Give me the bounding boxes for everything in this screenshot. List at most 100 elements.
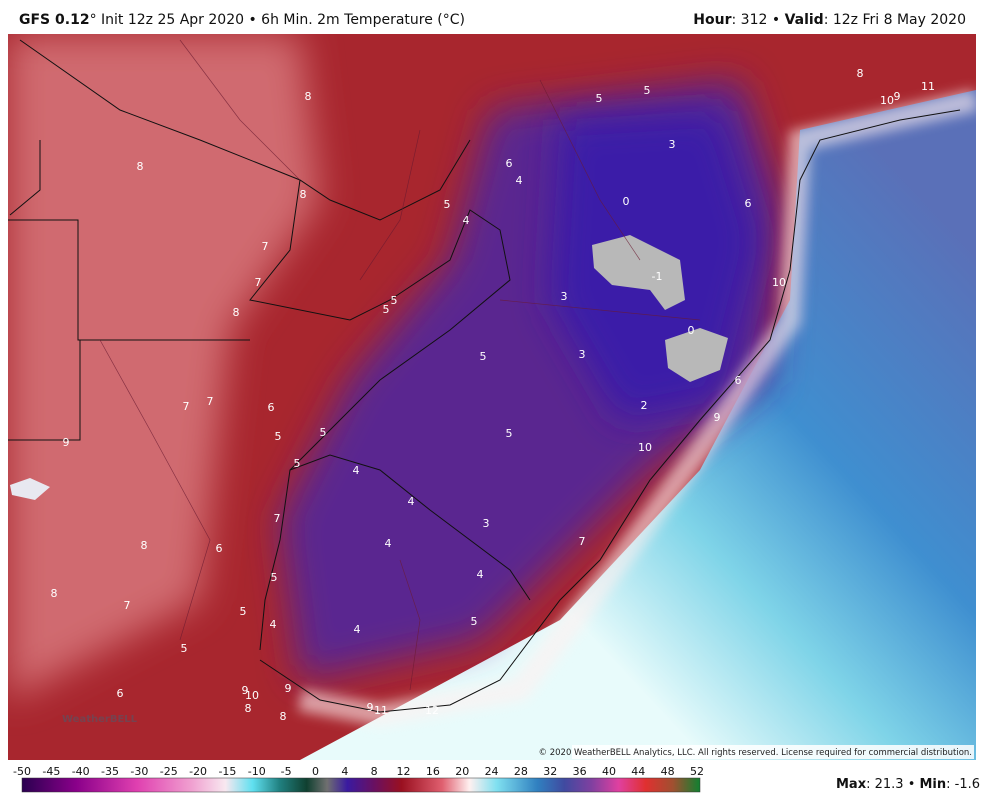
colorbar-label: 8 xyxy=(371,765,378,778)
map-label: 10 xyxy=(772,276,786,289)
colorbar-label: 28 xyxy=(514,765,528,778)
map-label: 8 xyxy=(137,160,144,173)
map-label: 7 xyxy=(579,535,586,548)
map-label: 9 xyxy=(367,701,374,714)
map-label: 5 xyxy=(391,294,398,307)
map-label: 5 xyxy=(383,303,390,316)
map-label: 7 xyxy=(207,395,214,408)
map-label: -1 xyxy=(652,270,663,283)
hour-key: Hour xyxy=(693,12,732,28)
map-label: 5 xyxy=(320,426,327,439)
colorbar-label: 16 xyxy=(426,765,440,778)
colorbar-label: 52 xyxy=(690,765,704,778)
colorbar-label: 4 xyxy=(341,765,348,778)
map-label: 6 xyxy=(506,157,513,170)
map-label: 10 xyxy=(638,441,652,454)
colorbar-label: -25 xyxy=(160,765,178,778)
colorbar-label: -40 xyxy=(72,765,90,778)
map-label: 3 xyxy=(483,517,490,530)
colorbar-label: -35 xyxy=(101,765,119,778)
map-label: 3 xyxy=(669,138,676,151)
stats: Max: 21.3 • Min: -1.6 xyxy=(836,777,980,792)
map-label: 7 xyxy=(262,240,269,253)
map-label: 6 xyxy=(745,197,752,210)
map-label: 5 xyxy=(506,427,513,440)
colorbar-label: 20 xyxy=(455,765,469,778)
map-label: 7 xyxy=(255,276,262,289)
run-info: ° Init 12z 25 Apr 2020 • 6h Min. 2m Temp… xyxy=(89,12,465,28)
map-label: 12 xyxy=(425,704,439,717)
borders xyxy=(8,39,961,713)
map-label: 4 xyxy=(354,623,361,636)
map-label: 5 xyxy=(294,457,301,470)
map-label: 11 xyxy=(374,704,388,717)
map-label: 5 xyxy=(644,84,651,97)
max-key: Max xyxy=(836,777,867,792)
map-label: 0 xyxy=(688,324,695,337)
map-label: 9 xyxy=(285,682,292,695)
map-label: 6 xyxy=(216,542,223,555)
header-left: GFS 0.12° Init 12z 25 Apr 2020 • 6h Min.… xyxy=(19,12,465,28)
colorbar-label: 24 xyxy=(485,765,499,778)
copyright: © 2020 WeatherBELL Analytics, LLC. All r… xyxy=(539,748,972,758)
map-label: 6 xyxy=(735,374,742,387)
map-label: 5 xyxy=(240,605,247,618)
colorbar-label: 0 xyxy=(312,765,319,778)
min-key: Min xyxy=(920,777,947,792)
map-label: 8 xyxy=(233,306,240,319)
map-label: 4 xyxy=(463,214,470,227)
colorbar-label: -5 xyxy=(281,765,292,778)
colorbar-label: 40 xyxy=(602,765,616,778)
map-label: 8 xyxy=(245,702,252,715)
map-label: 9 xyxy=(894,90,901,103)
colorbar-label: 32 xyxy=(543,765,557,778)
colorbar-label: -15 xyxy=(218,765,236,778)
map-label: 6 xyxy=(268,401,275,414)
map-label: 5 xyxy=(271,571,278,584)
map-label: 5 xyxy=(596,92,603,105)
map-label: 4 xyxy=(516,174,523,187)
map-label: 11 xyxy=(921,80,935,93)
colorbar-label: -10 xyxy=(248,765,266,778)
admin-lines xyxy=(99,39,701,691)
map-label: 9 xyxy=(242,684,249,697)
map-label: 2 xyxy=(641,399,648,412)
map-label: 9 xyxy=(63,436,70,449)
map-label: 10 xyxy=(880,94,894,107)
valid-val: : 12z Fri 8 May 2020 xyxy=(823,12,966,28)
map-label: 4 xyxy=(477,568,484,581)
colorbar-ticks: -50 -45 -40 -35 -30 -25 -20 -15 -10 -5 0 4 8 12 16 20 24… xyxy=(13,765,704,778)
colorbar-label: -50 xyxy=(13,765,31,778)
map-label: 8 xyxy=(141,539,148,552)
logo: WeatherBELL xyxy=(62,714,138,725)
map-label: 5 xyxy=(444,198,451,211)
map-label: 7 xyxy=(124,599,131,612)
map-label: 4 xyxy=(270,618,277,631)
min-val: : -1.6 xyxy=(946,777,980,792)
colorbar-label: -30 xyxy=(130,765,148,778)
colorbar-label: 12 xyxy=(397,765,411,778)
colorbar-label: 36 xyxy=(573,765,587,778)
map-label: 3 xyxy=(579,348,586,361)
map-field xyxy=(8,34,976,760)
colorbar xyxy=(21,777,701,793)
map-label: 5 xyxy=(181,642,188,655)
map-label: 10 xyxy=(245,689,259,702)
colorbar-label: -20 xyxy=(189,765,207,778)
map-label: 5 xyxy=(480,350,487,363)
map-label: 8 xyxy=(305,90,312,103)
map-label: 8 xyxy=(857,67,864,80)
colorbar-label: 44 xyxy=(631,765,645,778)
map-label: 0 xyxy=(623,195,630,208)
map-label: 4 xyxy=(385,537,392,550)
map-label: 5 xyxy=(275,430,282,443)
map-label: 3 xyxy=(561,290,568,303)
map-label: 6 xyxy=(117,687,124,700)
colorbar-label: -45 xyxy=(42,765,60,778)
map-label: 8 xyxy=(280,710,287,723)
valid-key: Valid xyxy=(784,12,824,28)
model: GFS 0.12 xyxy=(19,12,90,28)
